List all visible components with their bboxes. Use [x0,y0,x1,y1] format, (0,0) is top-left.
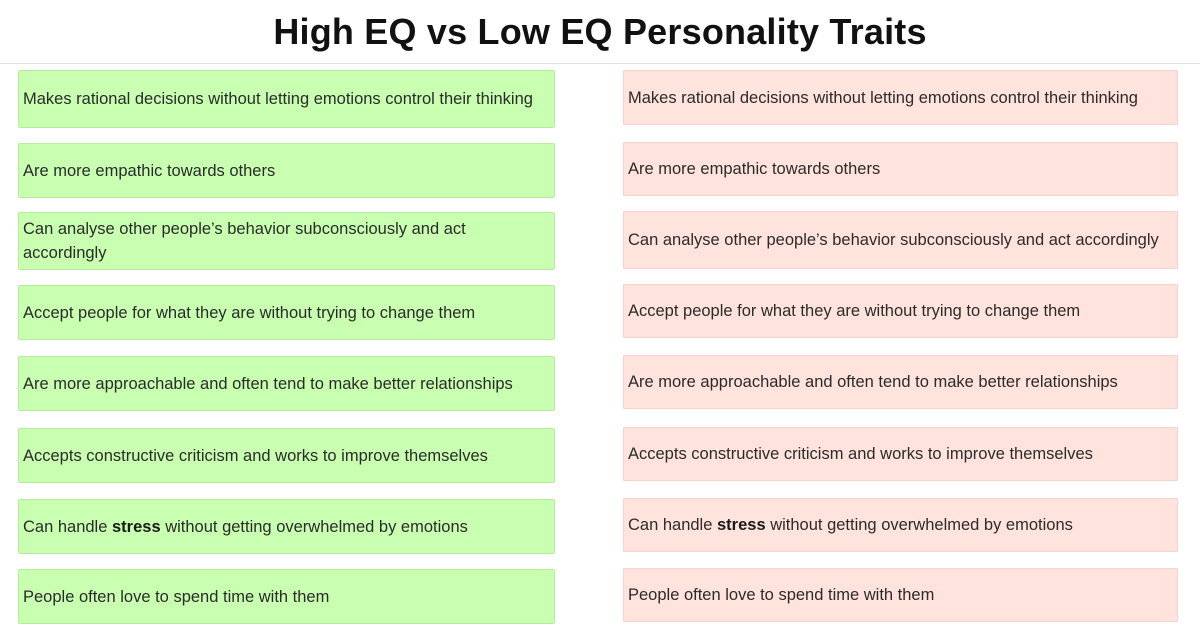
low-eq-trait-card: Makes rational decisions without letting… [623,70,1178,125]
high-eq-trait-card: Makes rational decisions without letting… [18,70,555,128]
low-eq-trait-card: People often love to spend time with the… [623,568,1178,622]
trait-text-bold: stress [717,516,766,534]
high-eq-trait-card: Accept people for what they are without … [18,285,555,340]
high-eq-trait-card: People often love to spend time with the… [18,569,555,624]
trait-text-after: without getting overwhelmed by emotions [160,517,468,536]
trait-text: Accept people for what they are without … [23,303,476,322]
trait-text: Can analyse other people’s behavior subc… [628,231,1159,249]
header: High EQ vs Low EQ Personality Traits [0,0,1200,64]
trait-text-before: Can handle [628,516,717,534]
trait-text: Are more empathic towards others [628,160,881,178]
trait-text: Are more approachable and often tend to … [23,374,513,393]
trait-text: Accepts constructive criticism and works… [628,445,1093,463]
high-eq-trait-card: Are more approachable and often tend to … [18,356,555,411]
low-eq-trait-card: Accepts constructive criticism and works… [623,427,1178,481]
low-eq-trait-card: Can handle stress without getting overwh… [623,498,1178,552]
low-eq-trait-card: Are more approachable and often tend to … [623,355,1178,409]
trait-text: Can handle stress without getting overwh… [628,513,1073,537]
trait-text: Can handle stress without getting overwh… [23,515,468,539]
trait-text: Accepts constructive criticism and works… [23,446,488,465]
trait-text: Makes rational decisions without letting… [628,88,1138,107]
low-eq-trait-card: Can analyse other people’s behavior subc… [623,211,1178,269]
low-eq-trait-card: Accept people for what they are without … [623,284,1178,338]
high-eq-trait-card: Can analyse other people’s behavior subc… [18,212,555,270]
trait-text-before: Can handle [23,517,112,536]
trait-text-bold: stress [112,517,161,536]
trait-text: Can analyse other people’s behavior subc… [23,220,466,262]
high-eq-trait-card: Accepts constructive criticism and works… [18,428,555,483]
low-eq-trait-card: Are more empathic towards others [623,142,1178,196]
trait-text: Are more empathic towards others [23,161,276,180]
trait-text: Makes rational decisions without letting… [23,90,533,108]
trait-text: People often love to spend time with the… [628,586,935,604]
trait-text: People often love to spend time with the… [23,587,330,606]
trait-text: Are more approachable and often tend to … [628,373,1118,391]
trait-text: Accept people for what they are without … [628,302,1081,320]
high-eq-trait-card: Can handle stress without getting overwh… [18,499,555,554]
trait-text-after: without getting overwhelmed by emotions [765,516,1073,534]
high-eq-trait-card: Are more empathic towards others [18,143,555,198]
page-title: High EQ vs Low EQ Personality Traits [273,10,927,52]
